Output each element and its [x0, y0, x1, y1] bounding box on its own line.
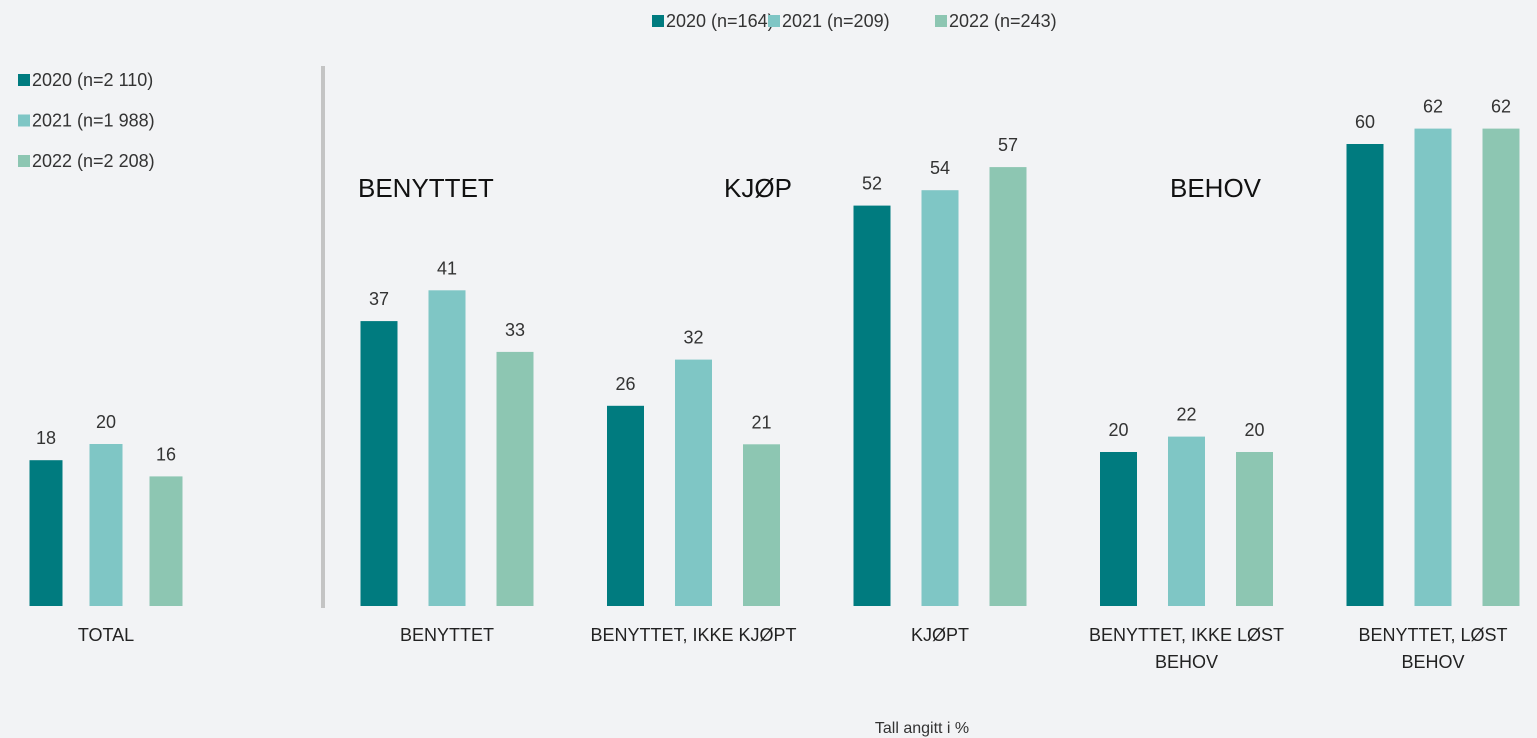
bar	[1236, 452, 1273, 606]
bar	[1414, 128, 1452, 606]
legend-swatch	[18, 114, 30, 127]
legend-swatch	[768, 15, 780, 27]
x-tick-label: BENYTTET	[399, 625, 494, 645]
footnote: Tall angitt i %	[875, 720, 969, 737]
data-label: 16	[156, 444, 176, 464]
data-label: 18	[36, 428, 56, 448]
bar	[1100, 452, 1137, 606]
data-label: 20	[96, 412, 116, 432]
bar	[921, 190, 959, 606]
bar	[1168, 436, 1205, 606]
data-label: 41	[437, 258, 457, 278]
data-label: 52	[862, 174, 882, 194]
bar	[29, 460, 63, 606]
legend-label: 2022 (n=243)	[949, 11, 1057, 31]
legend-swatch	[18, 74, 30, 86]
annotation: BEHOV	[1170, 173, 1262, 203]
data-label: 26	[615, 374, 635, 394]
legend-label: 2020 (n=2 110)	[32, 70, 153, 90]
bar	[496, 351, 534, 606]
legend-swatch	[18, 155, 30, 167]
data-label: 54	[930, 158, 950, 178]
data-label: 20	[1108, 420, 1128, 440]
x-tick-label: TOTAL	[77, 625, 135, 645]
data-label: 62	[1423, 97, 1443, 117]
x-tick-label: BENYTTET, IKKE LØST BEHOV	[1088, 625, 1285, 672]
legend-label: 2021 (n=209)	[782, 11, 890, 31]
bar	[149, 476, 183, 606]
bar	[853, 205, 891, 606]
data-label: 62	[1491, 97, 1511, 117]
bar	[428, 290, 466, 606]
bar	[1482, 128, 1520, 606]
bar	[607, 405, 644, 606]
legend-label: 2020 (n=164)	[666, 11, 774, 31]
data-label: 60	[1355, 112, 1375, 132]
legend-swatch	[652, 15, 664, 27]
data-label: 21	[751, 412, 771, 432]
data-label: 37	[369, 289, 389, 309]
x-tick-label: KJØPT	[910, 625, 969, 645]
x-tick-label: BENYTTET, IKKE KJØPT	[590, 625, 797, 645]
bar	[360, 321, 398, 606]
data-label: 20	[1244, 420, 1264, 440]
data-label: 33	[505, 320, 525, 340]
x-tick-label: BENYTTET, LØST BEHOV	[1358, 625, 1508, 672]
annotation: BENYTTET	[358, 173, 494, 203]
bar	[743, 444, 780, 606]
annotation: KJØP	[724, 173, 792, 203]
legend-label: 2021 (n=1 988)	[32, 111, 155, 131]
data-label: 57	[998, 135, 1018, 155]
bar	[89, 444, 123, 606]
legend-swatch	[935, 15, 947, 27]
bar	[1346, 144, 1384, 606]
bar	[675, 359, 712, 606]
data-label: 32	[683, 328, 703, 348]
bar	[989, 167, 1027, 606]
data-label: 22	[1176, 405, 1196, 425]
legend-label: 2022 (n=2 208)	[32, 151, 155, 171]
